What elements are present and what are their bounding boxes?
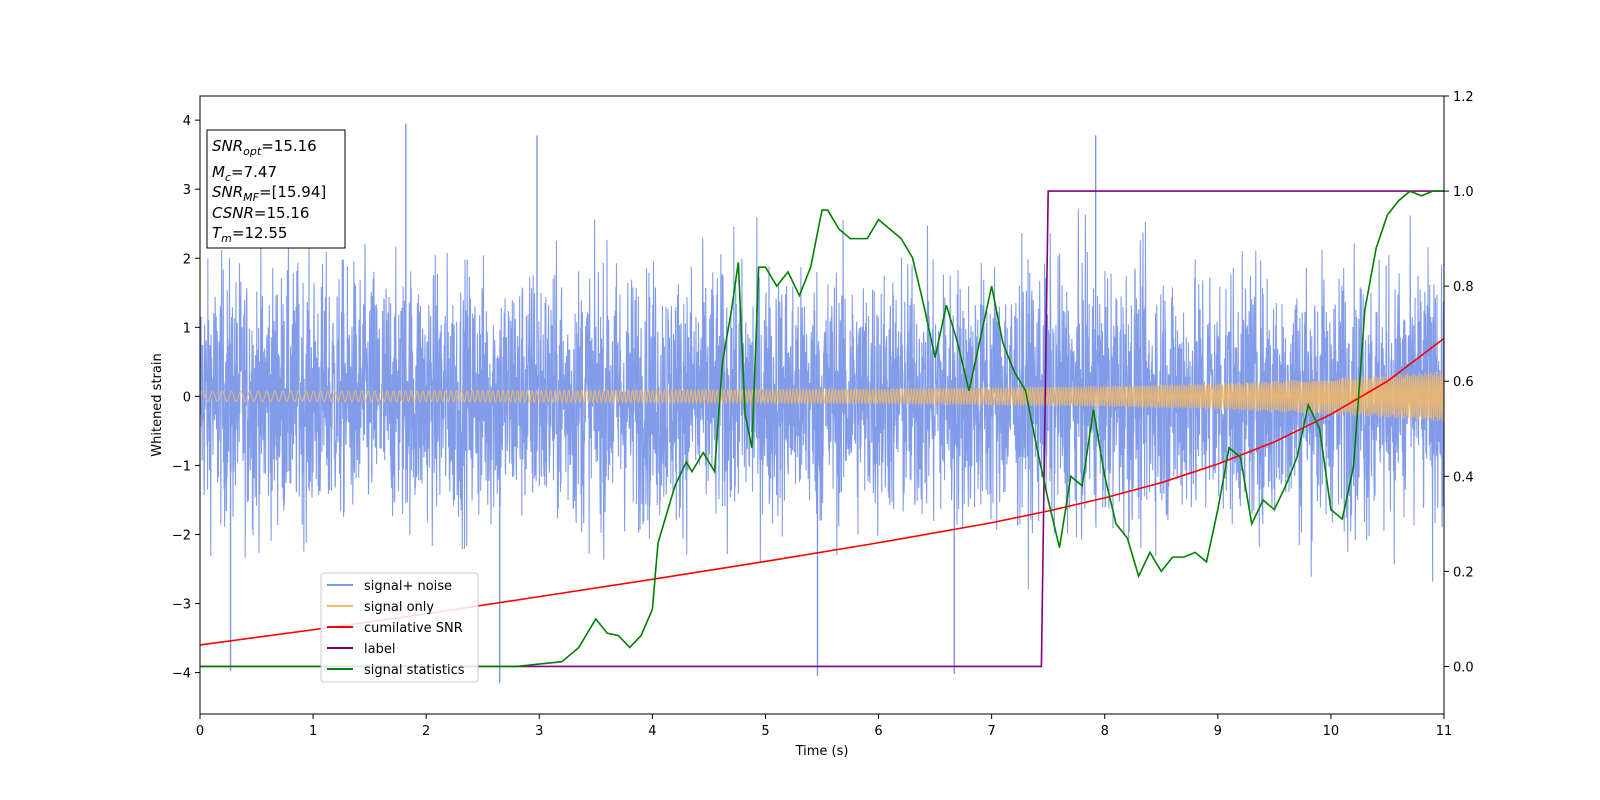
- y2-tick-label: 0.4: [1453, 470, 1474, 485]
- info-line: CSNR=15.16: [212, 204, 309, 222]
- legend: signal+ noise signal only cumilative SNR la…: [320, 572, 479, 683]
- info-line-subscript: opt: [243, 145, 262, 158]
- x-tick-label: 1: [309, 724, 317, 739]
- legend-entry-label: signal only: [364, 600, 434, 615]
- info-line-subscript: MF: [243, 191, 259, 204]
- legend-entry-label: cumilative SNR: [364, 621, 463, 636]
- info-line-symbol: SNR: [212, 137, 243, 155]
- info-line-symbol: CSNR: [212, 204, 254, 222]
- info-line: Tm=12.55: [212, 224, 287, 245]
- x-tick-label: 11: [1436, 724, 1453, 739]
- y-tick-label: −1: [172, 459, 191, 474]
- x-tick-label: 10: [1323, 724, 1340, 739]
- y-tick-label: −3: [172, 598, 191, 613]
- info-line-value: =15.16: [261, 137, 317, 155]
- x-tick-label: 3: [535, 724, 543, 739]
- y-tick-label: 2: [183, 252, 191, 267]
- y-tick-label: −4: [172, 667, 191, 682]
- line-series-layer: [200, 190, 1444, 668]
- y2-tick-label: 0.0: [1453, 660, 1474, 675]
- label-line: [200, 190, 1444, 668]
- x-tick-label: 6: [874, 724, 882, 739]
- y-axis-label: Whitened strain: [150, 353, 165, 456]
- legend-entry-label: signal statistics: [364, 663, 465, 678]
- x-tick-label: 9: [1214, 724, 1222, 739]
- y2-axis: 1.2 1.0 0.8 0.6 0.4 0.2 0.0: [1444, 90, 1474, 675]
- info-line: SNRMF=[15.94]: [212, 183, 326, 204]
- y-axis: 4 3 2 1 0 −1 −2 −3 −4: [172, 114, 200, 682]
- x-tick-label: 2: [422, 724, 430, 739]
- y-tick-label: −2: [172, 528, 191, 543]
- info-box-frame: [206, 129, 346, 249]
- info-annotation-box: SNRopt=15.16Mc=7.47SNRMF=[15.94]CSNR=15.…: [206, 129, 346, 249]
- x-tick-label: 0: [196, 724, 204, 739]
- x-tick-label: 8: [1101, 724, 1109, 739]
- y-tick-label: 4: [183, 114, 191, 129]
- x-axis: 0 1 2 3 4 5 6 7 8 9 10 11: [196, 714, 1452, 739]
- x-tick-label: 7: [987, 724, 995, 739]
- info-line-value: =[15.94]: [259, 183, 326, 201]
- signal-only-trace: [200, 371, 1444, 422]
- y2-tick-label: 0.2: [1453, 565, 1474, 580]
- y-tick-label: 0: [183, 390, 191, 405]
- y2-tick-label: 0.8: [1453, 280, 1474, 295]
- info-line-value: =15.16: [254, 204, 310, 222]
- y-tick-label: 3: [183, 183, 191, 198]
- signal-only-series: [200, 371, 1444, 422]
- info-line-subscript: c: [225, 171, 231, 184]
- y-tick-label: 1: [183, 321, 191, 336]
- info-line-symbol: M: [212, 163, 225, 181]
- y2-tick-label: 1.2: [1453, 90, 1474, 105]
- legend-entry-label: label: [364, 642, 395, 657]
- info-line-symbol: T: [212, 224, 223, 242]
- info-line: SNRopt=15.16: [212, 137, 317, 158]
- legend-entry-label: signal+ noise: [364, 579, 452, 594]
- info-line-subscript: m: [221, 232, 232, 245]
- x-tick-label: 4: [648, 724, 656, 739]
- y2-tick-label: 1.0: [1453, 185, 1474, 200]
- signal-statistics-line: [200, 190, 1444, 668]
- info-line-value: =12.55: [232, 224, 288, 242]
- info-line: Mc=7.47: [212, 163, 277, 184]
- legend-frame: [320, 572, 479, 683]
- plot-frame: [199, 95, 1445, 715]
- info-line-symbol: SNR: [212, 183, 243, 201]
- x-axis-label: Time (s): [795, 744, 849, 759]
- y2-tick-label: 0.6: [1453, 375, 1474, 390]
- info-line-value: =7.47: [231, 163, 277, 181]
- x-tick-label: 5: [761, 724, 769, 739]
